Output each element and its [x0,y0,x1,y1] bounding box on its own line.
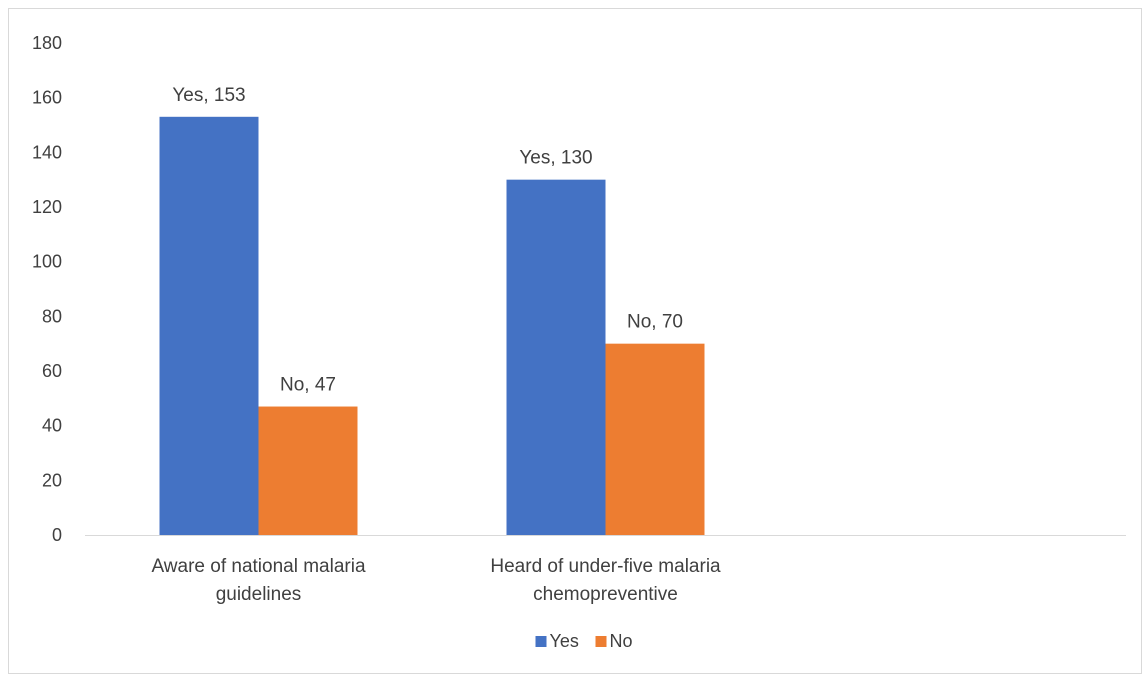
data-label-no-1: No, 47 [280,375,336,396]
y-tick-label: 100 [32,252,62,272]
y-tick-label: 180 [32,33,62,53]
y-tick-label: 140 [32,142,62,162]
legend-swatch-no [595,636,607,647]
bar-no-1 [258,406,358,535]
data-label-yes-1: Yes, 153 [172,85,245,106]
bar-no-2 [605,343,705,535]
x-category-label: Aware of national malaria [151,556,365,577]
data-label-no-2: No, 70 [627,312,683,333]
y-tick-label: 120 [32,197,62,217]
legend: Yes No [535,631,633,651]
legend-label-no: No [610,631,633,651]
y-tick-label: 160 [32,88,62,108]
y-tick-label: 80 [42,306,62,326]
legend-swatch-yes [535,636,547,647]
y-tick-label: 60 [42,361,62,381]
x-axis-category-labels: Aware of national malaria guidelines Heard… [151,556,721,605]
y-tick-label: 40 [42,416,62,436]
bars [159,116,705,536]
x-category-label: Heard of under-five malaria [490,556,721,577]
y-tick-label: 0 [52,525,62,545]
bar-yes-1 [159,116,259,536]
y-tick-label: 20 [42,470,62,490]
y-axis-tick-labels: 0 20 40 60 80 100 120 140 160 180 [32,33,62,545]
bar-yes-2 [506,179,606,535]
data-labels: Yes, 153 No, 47 Yes, 130 No, 70 [172,85,683,396]
x-category-label: chemopreventive [533,584,678,605]
legend-label-yes: Yes [550,631,579,651]
data-label-yes-2: Yes, 130 [519,148,592,169]
x-category-label: guidelines [216,584,302,605]
